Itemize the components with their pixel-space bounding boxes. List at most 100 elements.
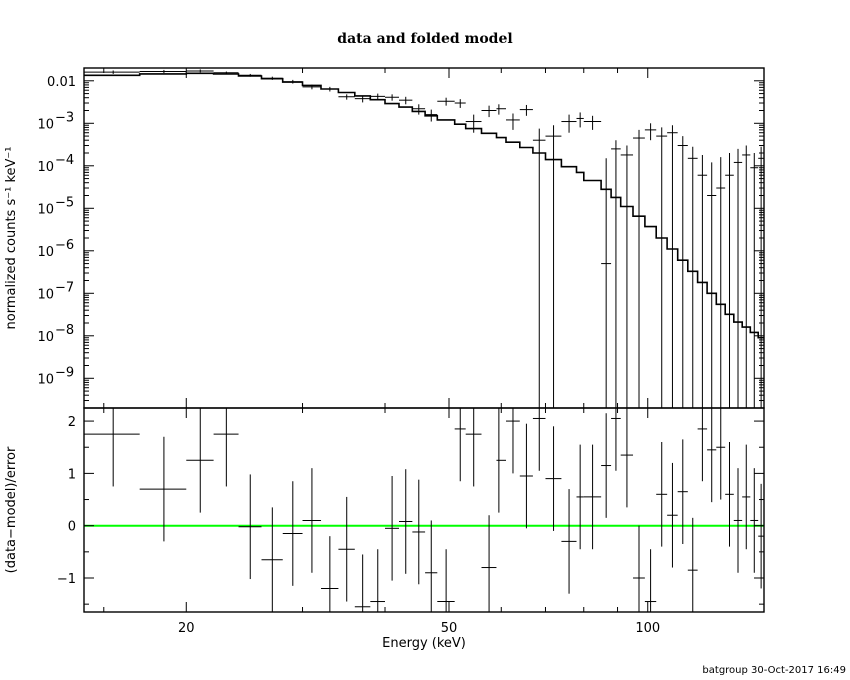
residual-point xyxy=(354,554,371,612)
residual-point xyxy=(506,408,520,474)
data-point xyxy=(583,115,602,130)
residual-point xyxy=(687,517,698,612)
data-point xyxy=(399,96,413,105)
data-point xyxy=(725,153,734,408)
residual-point xyxy=(742,444,751,550)
residual-point xyxy=(633,525,645,612)
data-point xyxy=(354,95,371,103)
data-point xyxy=(425,109,438,122)
chart-title: data and folded model xyxy=(337,31,512,47)
data-point xyxy=(238,73,262,77)
x-tick-label: 50 xyxy=(441,621,458,636)
y-tick-label: 1 xyxy=(68,467,76,482)
residual-point xyxy=(620,408,634,508)
residual-point xyxy=(238,474,262,580)
y-tick-exponent: −7 xyxy=(55,280,74,295)
residual-point xyxy=(677,439,688,544)
residual-point xyxy=(321,536,339,612)
residual-point xyxy=(758,483,764,589)
data-point xyxy=(545,125,562,408)
data-point xyxy=(370,93,386,100)
data-point xyxy=(139,69,187,74)
residual-point xyxy=(399,469,413,574)
y-tick-label: 10 xyxy=(37,202,54,217)
y-tick-label: 10 xyxy=(37,330,54,345)
folded-model-line xyxy=(84,72,764,339)
residual-y-axis-label: (data−model)/error xyxy=(4,446,19,573)
y-tick-label: 2 xyxy=(68,415,76,430)
data-point xyxy=(261,76,283,80)
data-point xyxy=(561,114,577,133)
data-point xyxy=(644,123,657,141)
spectrum-data-points xyxy=(84,69,764,408)
residual-point xyxy=(338,496,355,602)
data-point xyxy=(506,113,520,130)
residual-point xyxy=(733,468,743,573)
data-point xyxy=(481,105,497,118)
data-point xyxy=(532,128,546,408)
residual-point xyxy=(454,408,466,482)
data-point xyxy=(496,104,507,115)
residual-point xyxy=(707,408,717,503)
y-tick-label: 10 xyxy=(37,372,54,387)
residual-point xyxy=(437,549,455,612)
residual-point xyxy=(302,468,322,573)
data-point xyxy=(321,86,339,92)
footer-stamp: batgroup 30-Oct-2017 16:49 xyxy=(702,665,846,676)
residuals-panel: 2 1 0 −1 20 50 100 xyxy=(57,407,765,636)
residual-point xyxy=(611,408,621,471)
data-point xyxy=(338,94,355,100)
residual-point xyxy=(545,426,562,531)
residual-point xyxy=(576,444,584,550)
residual-point xyxy=(725,442,734,547)
data-point xyxy=(687,146,698,408)
residual-point xyxy=(496,408,507,513)
x-tick-label: 100 xyxy=(635,621,660,636)
residual-point xyxy=(465,408,482,487)
y-tick-label: 0 xyxy=(68,520,76,535)
residual-point xyxy=(370,549,386,612)
residual-point xyxy=(425,520,438,612)
residual-point xyxy=(186,408,214,513)
data-point xyxy=(454,99,466,108)
residual-axis-ticks xyxy=(84,408,765,612)
data-point xyxy=(707,162,717,408)
residual-point xyxy=(261,507,283,612)
data-point xyxy=(519,104,533,116)
residual-y-tick-labels: 2 1 0 −1 xyxy=(57,415,76,587)
data-point xyxy=(633,129,645,408)
y-tick-exponent: −9 xyxy=(55,365,74,380)
y-tick-label: 10 xyxy=(37,117,54,132)
data-point xyxy=(465,114,482,133)
data-point xyxy=(611,140,621,408)
data-point xyxy=(620,145,634,408)
residual-point xyxy=(644,549,657,612)
y-tick-label: −1 xyxy=(57,572,76,587)
residual-point xyxy=(412,479,426,585)
residual-point xyxy=(656,442,668,547)
y-tick-exponent: −3 xyxy=(55,110,74,125)
data-point xyxy=(677,136,688,408)
data-point xyxy=(733,148,743,408)
data-point xyxy=(385,94,400,101)
residual-point xyxy=(583,444,602,550)
data-point xyxy=(601,158,612,408)
residual-point xyxy=(750,468,759,573)
spectrum-axis-ticks xyxy=(84,68,765,408)
residual-point xyxy=(532,408,546,471)
data-point xyxy=(576,112,584,128)
data-point xyxy=(437,97,455,106)
data-point xyxy=(213,71,239,74)
data-point xyxy=(697,154,708,408)
residual-point xyxy=(385,476,400,581)
energy-x-tick-labels: 20 50 100 xyxy=(178,621,660,636)
data-point xyxy=(282,79,303,84)
y-tick-exponent: −8 xyxy=(55,323,74,338)
residual-point xyxy=(282,481,303,586)
data-point xyxy=(742,145,751,408)
residual-point xyxy=(667,462,678,568)
data-point xyxy=(302,84,322,90)
x-tick-label: 20 xyxy=(178,621,195,636)
